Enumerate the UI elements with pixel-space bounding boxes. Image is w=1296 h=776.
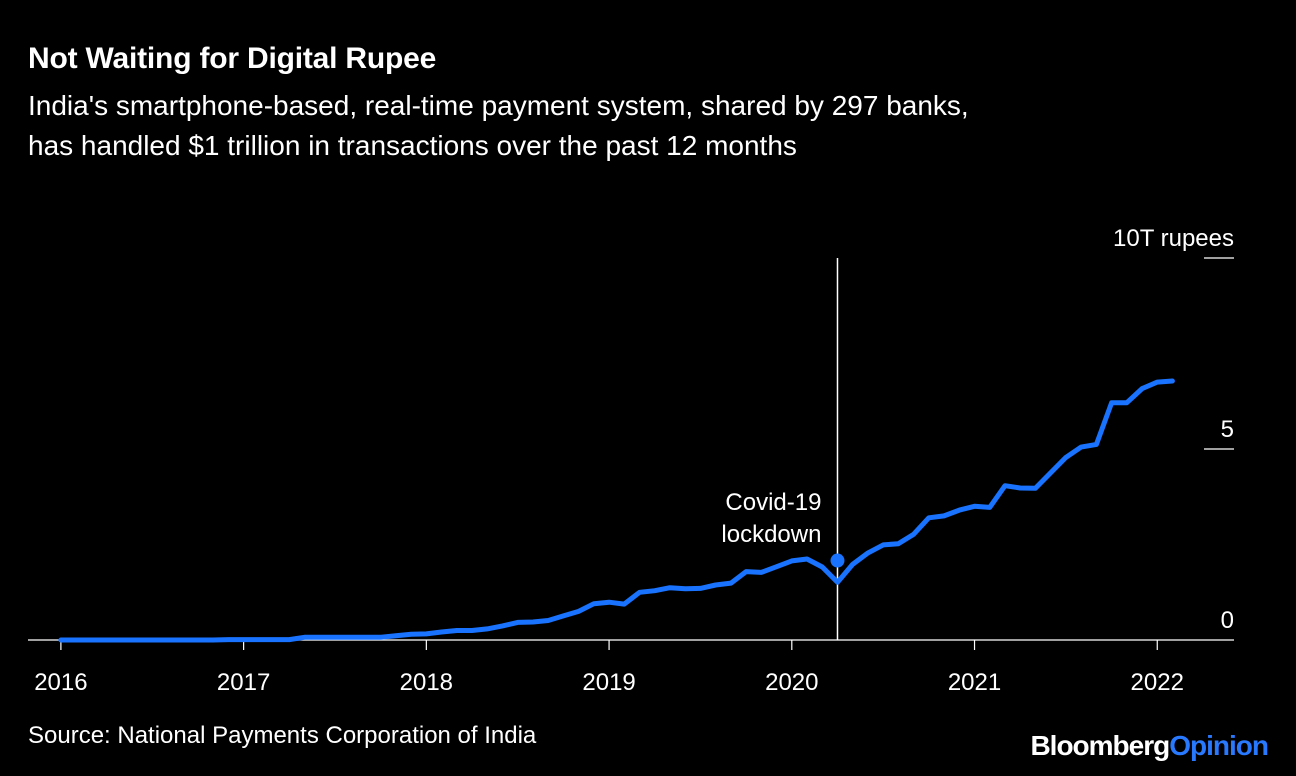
annotation-line-2: lockdown xyxy=(721,521,821,548)
chart-subtitle: India's smartphone-based, real-time paym… xyxy=(28,86,1268,166)
subtitle-line-2: has handled $1 trillion in transactions … xyxy=(28,130,797,161)
annotation-line-1: Covid-19 xyxy=(725,489,821,516)
series-line xyxy=(58,378,1175,643)
x-tick-label-2020: 2020 xyxy=(765,669,818,696)
covid-lockdown-point xyxy=(830,553,845,568)
brand-bloomberg: Bloomberg xyxy=(1030,730,1170,761)
x-tick-label-2016: 2016 xyxy=(34,669,87,696)
x-tick-label-2021: 2021 xyxy=(948,669,1001,696)
x-tick-label-2017: 2017 xyxy=(217,669,270,696)
source-note: Source: National Payments Corporation of… xyxy=(28,722,537,749)
y-tick-label-0: 0 xyxy=(1221,607,1234,634)
x-tick-label-2022: 2022 xyxy=(1131,669,1184,696)
chart-title: Not Waiting for Digital Rupee xyxy=(28,42,437,75)
x-tick-label-2018: 2018 xyxy=(400,669,453,696)
y-tick-label-10: 10T rupees xyxy=(1113,225,1234,252)
bloomberg-opinion-logo: BloombergOpinion xyxy=(1030,730,1269,762)
x-tick-label-2019: 2019 xyxy=(582,669,635,696)
subtitle-line-1: India's smartphone-based, real-time paym… xyxy=(28,90,969,121)
y-tick-label-5: 5 xyxy=(1221,416,1234,443)
brand-opinion: Opinion xyxy=(1169,730,1269,761)
